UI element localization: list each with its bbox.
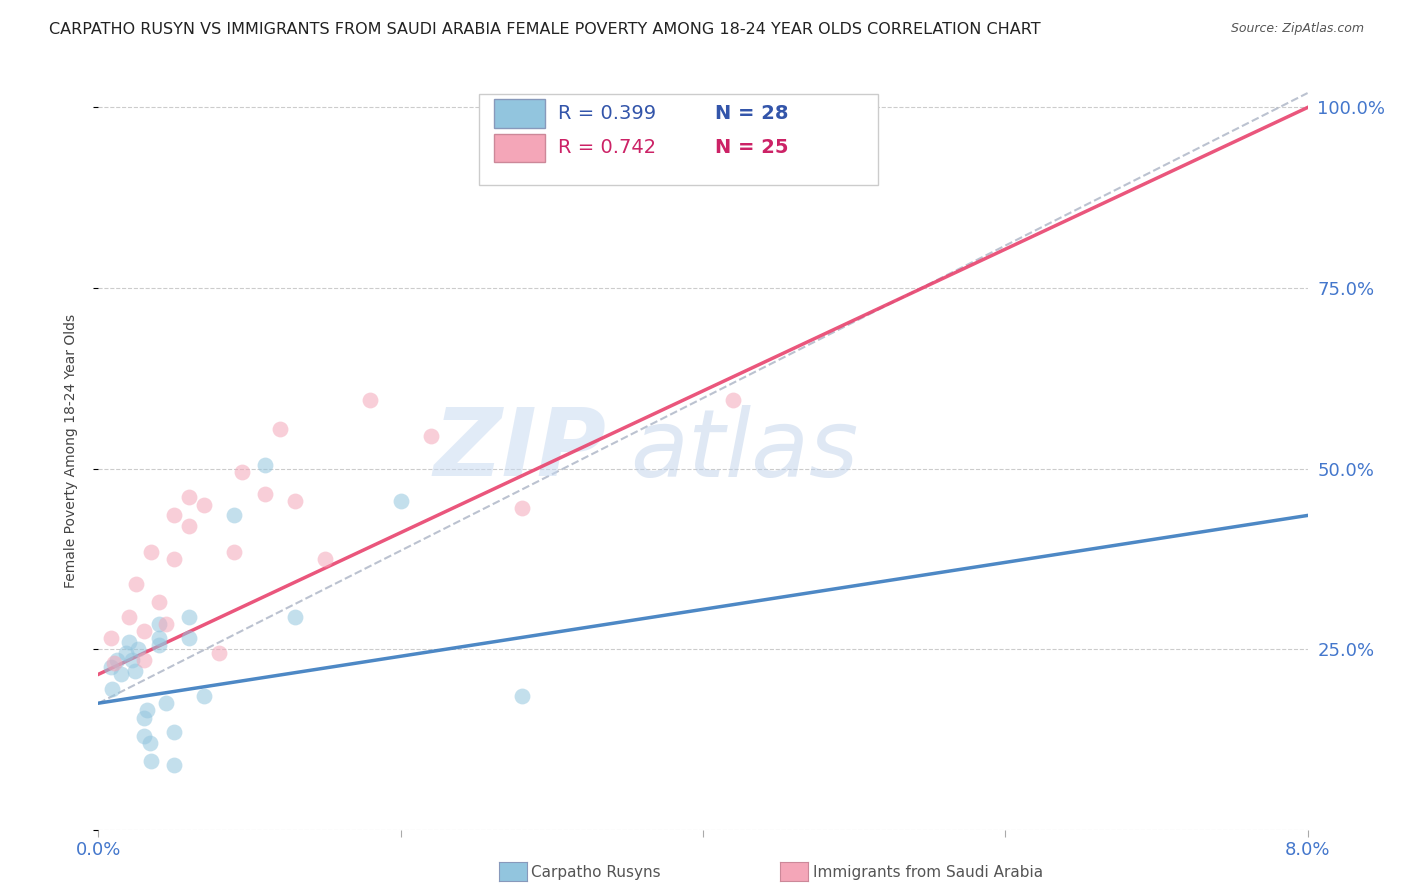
Point (284, 609, 307, 624)
Point (163, 551, 186, 566)
Point (132, 624, 155, 638)
Text: atlas: atlas (630, 405, 859, 496)
Point (510, 501, 533, 516)
Point (141, 754, 163, 768)
Point (132, 711, 155, 725)
Point (224, 508, 246, 523)
Point (148, 616, 170, 631)
Point (224, 544, 246, 558)
Point (314, 551, 336, 566)
Point (231, 465, 253, 479)
Bar (494, 99, 544, 128)
Point (100, 660, 122, 674)
Text: Immigrants from Saudi Arabia: Immigrants from Saudi Arabia (813, 865, 1043, 880)
Text: Carpatho Rusyns: Carpatho Rusyns (531, 865, 661, 880)
Point (121, 653, 143, 667)
Y-axis label: Female Poverty Among 18-24 Year Olds: Female Poverty Among 18-24 Year Olds (63, 313, 77, 588)
Point (360, 392, 382, 407)
Point (179, 519, 201, 533)
Text: N = 28: N = 28 (716, 104, 789, 123)
FancyBboxPatch shape (479, 95, 879, 186)
Point (139, 736, 162, 750)
Point (163, 757, 186, 772)
Point (253, 487, 276, 501)
Point (723, 392, 745, 407)
Point (100, 631, 122, 645)
Point (132, 729, 155, 743)
Text: ZIP: ZIP (433, 404, 606, 497)
Point (124, 664, 146, 678)
Point (114, 646, 136, 660)
Point (193, 498, 215, 512)
Point (420, 429, 443, 443)
Point (208, 646, 231, 660)
Point (148, 631, 170, 645)
Point (103, 657, 125, 671)
Text: R = 0.399: R = 0.399 (558, 104, 657, 123)
Text: CARPATHO RUSYN VS IMMIGRANTS FROM SAUDI ARABIA FEMALE POVERTY AMONG 18-24 YEAR O: CARPATHO RUSYN VS IMMIGRANTS FROM SAUDI … (49, 22, 1040, 37)
Point (389, 494, 412, 508)
Point (135, 703, 157, 717)
Bar (494, 134, 544, 162)
Point (179, 491, 201, 505)
Point (269, 422, 291, 436)
Point (110, 667, 132, 681)
Point (125, 577, 148, 591)
Point (118, 635, 141, 649)
Point (193, 689, 215, 703)
Point (148, 595, 170, 609)
Point (155, 616, 177, 631)
Point (118, 609, 141, 624)
Point (510, 689, 533, 703)
Text: Source: ZipAtlas.com: Source: ZipAtlas.com (1230, 22, 1364, 36)
Point (132, 653, 155, 667)
Point (101, 681, 124, 696)
Point (163, 725, 186, 739)
Point (141, 544, 163, 558)
Text: N = 25: N = 25 (716, 138, 789, 158)
Point (127, 642, 149, 657)
Point (179, 609, 201, 624)
Point (148, 639, 170, 653)
Point (163, 508, 186, 523)
Point (253, 458, 276, 472)
Point (105, 653, 128, 667)
Point (284, 494, 307, 508)
Text: R = 0.742: R = 0.742 (558, 138, 657, 158)
Point (179, 631, 201, 645)
Point (155, 696, 177, 710)
